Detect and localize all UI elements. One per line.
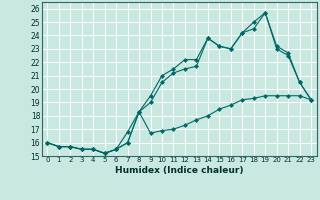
X-axis label: Humidex (Indice chaleur): Humidex (Indice chaleur) bbox=[115, 166, 244, 175]
